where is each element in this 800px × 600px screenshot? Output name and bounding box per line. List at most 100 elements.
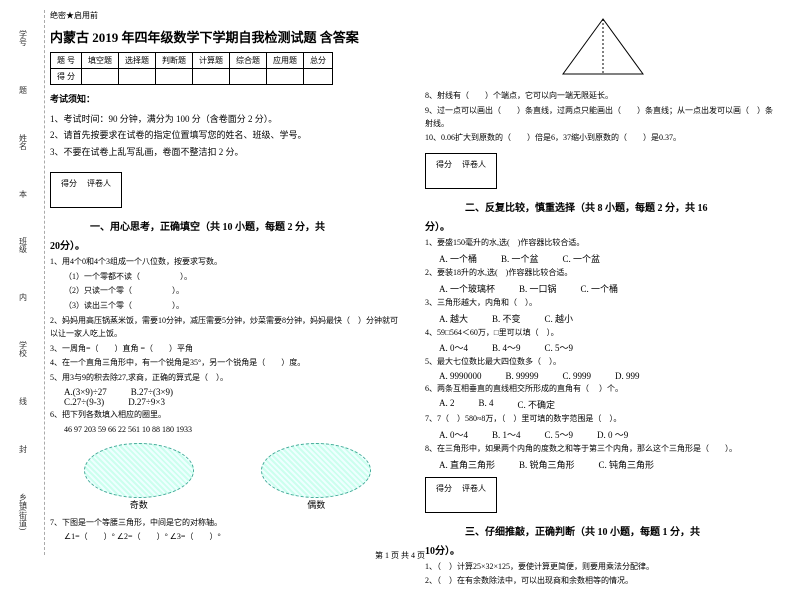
opt: C. 越小 [545, 312, 574, 325]
triangle-figure [425, 14, 780, 86]
opt: B. 一口锅 [519, 282, 557, 295]
sidebar-marker: 线 [18, 397, 29, 405]
note-item: 1、考试时间：90 分钟，满分为 100 分（含卷面分 2 分）。 [50, 111, 405, 127]
th: 综合题 [230, 53, 267, 69]
q: 1、用4个0和4个3组成一个八位数，按要求写数。 [50, 256, 405, 269]
q: 6、把下列各数填入相应的圈里。 [50, 409, 405, 422]
td [193, 69, 230, 85]
q: 8、射线有（ ）个端点，它可以向一端无限延长。 [425, 90, 780, 103]
opt: A. 0～4 [439, 341, 468, 354]
exam-title: 内蒙古 2019 年四年级数学下学期自我检测试题 含答案 [50, 27, 405, 46]
triangle-icon [553, 14, 653, 84]
sb: 评卷人 [458, 158, 490, 171]
opt: B. 不变 [492, 312, 521, 325]
opt: C. 一个盆 [563, 252, 601, 265]
note-item: 2、请首先按要求在试卷的指定位置填写您的姓名、班级、学号。 [50, 127, 405, 143]
opt: B. 4 [479, 398, 494, 411]
sidebar-label: 班级 [18, 237, 29, 253]
left-column: 绝密★启用前 内蒙古 2019 年四年级数学下学期自我检测试题 含答案 题 号 … [50, 10, 405, 590]
opt: A. 一个玻璃杯 [439, 282, 495, 295]
sb [432, 497, 456, 508]
opt: C. 钝角三角形 [599, 458, 655, 471]
opt: C.27÷(9-3) [64, 397, 104, 407]
sidebar-marker: 本 [18, 190, 29, 198]
opt: B. 99999 [506, 371, 539, 381]
sb [458, 173, 490, 184]
sidebar-marker: 内 [18, 293, 29, 301]
q: 4、59□564＜60万，□里可以填（ ）。 [425, 327, 780, 340]
score-box: 得分评卷人 [50, 172, 122, 208]
opt: D. 0 ～9 [597, 428, 628, 441]
td [156, 69, 193, 85]
sidebar-label: 姓名 [18, 134, 29, 150]
opt: B.27÷(3×9) [131, 387, 173, 397]
q: 7、7（ ）580≈8万，（ ）里可填的数字范围是（ ）。 [425, 413, 780, 426]
secret-label: 绝密★启用前 [50, 10, 405, 21]
q: ∠1=（ ）° ∠2=（ ）° ∠3=（ ）° [64, 531, 405, 544]
th: 总分 [304, 53, 333, 69]
sb: 得分 [432, 158, 456, 171]
sb: 得分 [57, 177, 81, 190]
th: 计算题 [193, 53, 230, 69]
sb: 评卷人 [83, 177, 115, 190]
th: 应用题 [267, 53, 304, 69]
sb [57, 192, 81, 203]
opt: B. 4～9 [492, 341, 521, 354]
opt: D. 999 [615, 371, 640, 381]
opt: A. 0～4 [439, 428, 468, 441]
q: （3）读出三个零（ ）。 [64, 300, 405, 313]
q: 7、下图是一个等腰三角形，中间是它的对称轴。 [50, 517, 405, 530]
sb: 评卷人 [458, 482, 490, 495]
oval-shape [84, 443, 194, 498]
opt: C. 5～9 [545, 341, 574, 354]
sb [83, 192, 115, 203]
oval-shape [261, 443, 371, 498]
q-nums: 46 97 203 59 66 22 561 10 88 180 1933 [64, 424, 405, 437]
sidebar-label: 学校 [18, 341, 29, 357]
td [230, 69, 267, 85]
q: 5、用3与9的积去除27,求商，正确的算式是（ ）。 [50, 372, 405, 385]
sidebar-marker: 题 [18, 86, 29, 94]
sb [458, 497, 490, 508]
opt: C. 不确定 [518, 398, 556, 411]
opt: A. 越大 [439, 312, 468, 325]
oval-even: 偶数 [261, 443, 371, 511]
opt: A. 9990000 [439, 371, 482, 381]
q: 2、妈妈用高压锅蒸米饭，需要10分钟，减压需要5分钟，炒菜需要8分钟，妈妈最快（… [50, 315, 405, 341]
opt: C. 一个桶 [581, 282, 619, 295]
score-table: 题 号 填空题 选择题 判断题 计算题 综合题 应用题 总分 得 分 [50, 52, 333, 85]
oval-label: 奇数 [84, 498, 194, 511]
q: 5、最大七位数比最大四位数多（ ）。 [425, 356, 780, 369]
q: 4、在一个直角三角形中，有一个锐角是35°，另一个锐角是（ ）度。 [50, 357, 405, 370]
td: 得 分 [51, 69, 82, 85]
q: （2）只读一个零（ ）。 [64, 285, 405, 298]
q: 3、一周角=（ ）直角 =（ ）平角 [50, 343, 405, 356]
section-2-title: 二、反复比较，慎重选择（共 8 小题，每题 2 分，共 16 [425, 199, 780, 214]
q: 1、（ ）计算25×32×125，要使计算更简便，则要用乘法分配律。 [425, 561, 780, 574]
td [119, 69, 156, 85]
th: 选择题 [119, 53, 156, 69]
oval-label: 偶数 [261, 498, 371, 511]
opt: C. 5～9 [545, 428, 574, 441]
binding-sidebar: 学号 题 姓名 本 班级 内 学校 线 封 乡镇(街道) [8, 10, 38, 550]
q: 8、在三角形中，如果两个内角的度数之和等于第三个内角，那么这个三角形是（ ）。 [425, 443, 780, 456]
opt: D.27÷9×3 [128, 397, 165, 407]
fold-line [44, 10, 45, 555]
q: 9、过一点可以画出（ ）条直线，过两点只能画出（ ）条直线；从一点出发可以画（ … [425, 105, 780, 131]
th: 判断题 [156, 53, 193, 69]
th: 填空题 [82, 53, 119, 69]
sidebar-label: 乡镇(街道) [18, 493, 29, 530]
q: 3、三角形越大，内角和（ ）。 [425, 297, 780, 310]
section-1-title: 一、用心思考，正确填空（共 10 小题，每题 2 分，共 [50, 218, 405, 233]
sb: 得分 [432, 482, 456, 495]
right-column: 8、射线有（ ）个端点，它可以向一端无限延长。 9、过一点可以画出（ ）条直线，… [425, 10, 780, 590]
section-1-tail: 20分）。 [50, 237, 405, 252]
opt: B. 锐角三角形 [519, 458, 575, 471]
q: 2、要装18升的水,选( )作容器比较合适。 [425, 267, 780, 280]
notes-title: 考试须知： [50, 91, 405, 107]
opt: A. 2 [439, 398, 455, 411]
section-2-tail: 分）。 [425, 218, 780, 233]
score-box: 得分评卷人 [425, 477, 497, 513]
td [82, 69, 119, 85]
th: 题 号 [51, 53, 82, 69]
